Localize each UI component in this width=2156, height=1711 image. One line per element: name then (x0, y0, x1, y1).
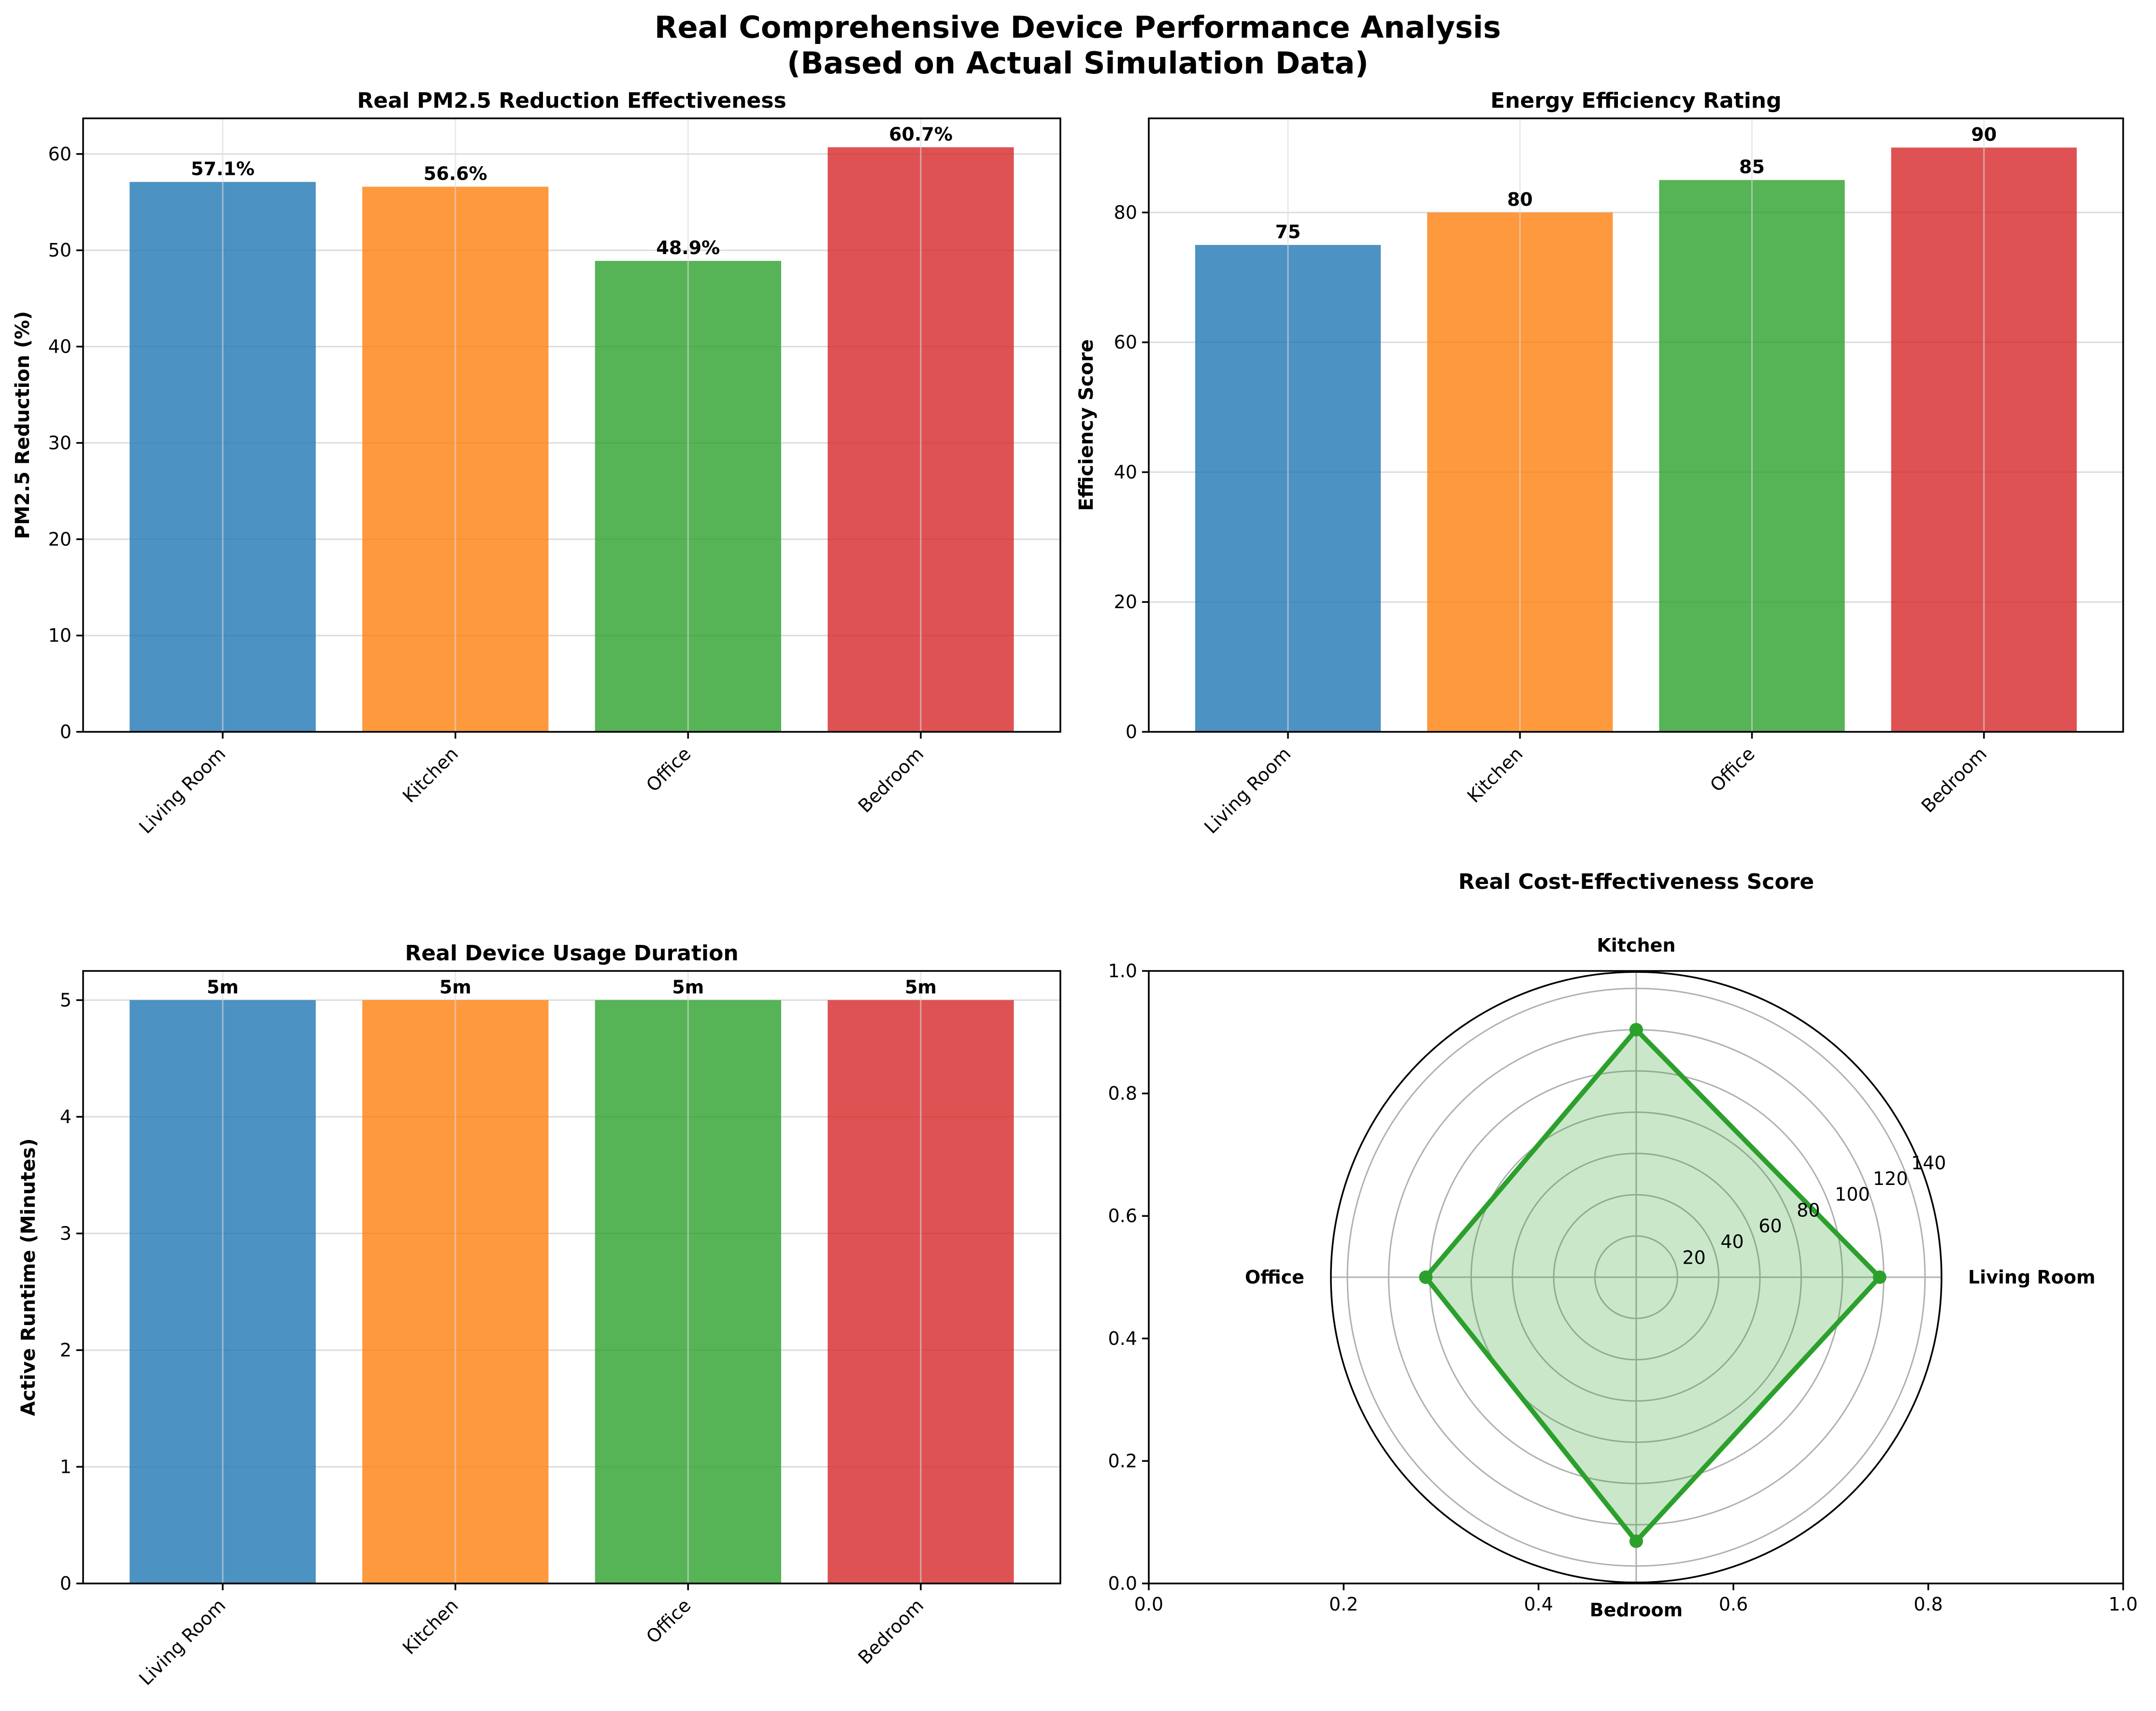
pm25-xtick-label: Bedroom (854, 743, 928, 817)
usage-ytick-label: 4 (60, 1106, 71, 1127)
usage-data-label: 5m (440, 976, 471, 998)
energy-ytick-label: 20 (1114, 591, 1137, 613)
pm25-xtick-label: Kitchen (399, 743, 462, 807)
usage-bar-chart: 5m 5m 5m 5m 0 1 2 3 4 5 Living Room Kitchen Office Be… (17, 941, 1061, 1689)
cost-xtick-label: 1.0 (2109, 1594, 2138, 1615)
cost-category-label: Bedroom (1590, 1599, 1683, 1621)
usage-ytick-label: 0 (60, 1573, 71, 1594)
usage-data-label: 5m (207, 976, 239, 998)
cost-radar-chart: 0.0 0.2 0.4 0.6 0.8 1.0 0.0 0.2 0.4 0.6 0.8 1.0 20 40… (1108, 870, 2138, 1621)
cost-series-area (1426, 1029, 1880, 1541)
pm25-ytick-label: 40 (48, 336, 71, 357)
cost-xtick-label: 0.2 (1329, 1594, 1358, 1615)
pm25-ytick-label: 50 (48, 240, 71, 261)
usage-xtick-label: Bedroom (854, 1595, 928, 1668)
energy-axes-frame (1148, 117, 2124, 733)
pm25-xtick-label: Office (642, 743, 695, 796)
energy-data-label: 80 (1507, 189, 1533, 210)
energy-ylabel: Efficiency Score (1075, 339, 1098, 511)
pm25-ytick-label: 0 (60, 721, 71, 742)
cost-ytick-label: 0.2 (1108, 1450, 1137, 1471)
pm25-ytick-label: 60 (48, 143, 71, 165)
cost-rtick-label: 120 (1873, 1168, 1908, 1189)
usage-data-label: 5m (905, 976, 937, 998)
energy-ytick-label: 80 (1114, 202, 1137, 223)
energy-xtick-label: Bedroom (1917, 743, 1991, 817)
usage-ylabel: Active Runtime (Minutes) (17, 1138, 40, 1416)
cost-ytick-label: 0.6 (1108, 1205, 1137, 1226)
energy-ytick-label: 0 (1126, 721, 1137, 742)
usage-ytick-label: 5 (60, 989, 71, 1011)
cost-rtick-label: 80 (1797, 1199, 1820, 1221)
usage-ytick-label: 2 (60, 1340, 71, 1361)
cost-category-label: Kitchen (1597, 935, 1675, 956)
cost-rtick-label: 100 (1835, 1184, 1870, 1205)
cost-category-label: Living Room (1968, 1267, 2096, 1288)
usage-ytick-label: 1 (60, 1456, 71, 1477)
cost-rtick-label: 60 (1758, 1215, 1782, 1237)
cost-data-point (1872, 1270, 1886, 1284)
pm25-title: Real PM2.5 Reduction Effectiveness (357, 88, 786, 113)
cost-ytick-label: 0.8 (1108, 1083, 1137, 1104)
cost-rtick-label: 20 (1683, 1247, 1706, 1268)
cost-rtick-label: 40 (1720, 1231, 1743, 1253)
energy-bar-chart: 75 80 85 90 0 20 40 60 80 Living Room Kitchen Offic… (1075, 88, 2124, 838)
cost-xtick-label: 0.6 (1719, 1594, 1748, 1615)
cost-data-point (1629, 1534, 1643, 1548)
pm25-bar-chart: 57.1% 56.6% 48.9% 60.7% 0 10 20 30 40 50 60 Living … (12, 88, 1061, 838)
cost-ytick-label: 1.0 (1108, 960, 1137, 982)
usage-ytick-label: 3 (60, 1223, 71, 1244)
cost-data-point (1419, 1270, 1433, 1284)
cost-data-point (1629, 1023, 1643, 1037)
pm25-data-label: 56.6% (424, 163, 487, 185)
cost-cartesian-frame (1148, 970, 2124, 1584)
usage-axes-frame (82, 970, 1061, 1584)
cost-rtick-label: 140 (1911, 1152, 1946, 1173)
pm25-data-label: 48.9% (656, 237, 720, 258)
energy-data-label: 75 (1275, 221, 1301, 242)
cost-xtick-label: 0.0 (1134, 1594, 1163, 1615)
pm25-axes-frame (82, 117, 1061, 733)
cost-ytick-label: 0.4 (1108, 1328, 1137, 1349)
energy-xtick-label: Living Room (1200, 743, 1295, 838)
energy-ytick-label: 40 (1114, 461, 1137, 483)
usage-title: Real Device Usage Duration (405, 941, 738, 966)
energy-title: Energy Efficiency Rating (1490, 88, 1781, 113)
pm25-data-label: 57.1% (191, 158, 255, 180)
pm25-xtick-label: Living Room (135, 743, 229, 838)
usage-xtick-label: Kitchen (399, 1595, 462, 1658)
cost-xtick-label: 0.8 (1913, 1594, 1942, 1615)
cost-xtick-label: 0.4 (1524, 1594, 1553, 1615)
pm25-data-label: 60.7% (889, 124, 953, 145)
figure-title-line2: (Based on Actual Simulation Data) (787, 45, 1369, 81)
pm25-ytick-label: 10 (48, 625, 71, 646)
pm25-ytick-label: 30 (48, 432, 71, 454)
energy-data-label: 90 (1971, 124, 1997, 145)
usage-data-label: 5m (672, 976, 704, 998)
energy-xtick-label: Kitchen (1463, 743, 1527, 807)
cost-ytick-label: 0.0 (1108, 1573, 1137, 1594)
usage-xtick-label: Office (642, 1595, 695, 1648)
pm25-ytick-label: 20 (48, 528, 71, 550)
cost-polar-frame (1330, 971, 1942, 1583)
energy-xtick-label: Office (1706, 743, 1759, 796)
cost-title: Real Cost-Effectiveness Score (1458, 870, 1814, 894)
energy-data-label: 85 (1739, 157, 1765, 178)
cost-category-label: Office (1245, 1267, 1304, 1288)
pm25-ylabel: PM2.5 Reduction (%) (12, 311, 34, 539)
energy-ytick-label: 60 (1114, 332, 1137, 353)
figure-title-line1: Real Comprehensive Device Performance An… (655, 10, 1501, 45)
usage-xtick-label: Living Room (135, 1595, 229, 1689)
